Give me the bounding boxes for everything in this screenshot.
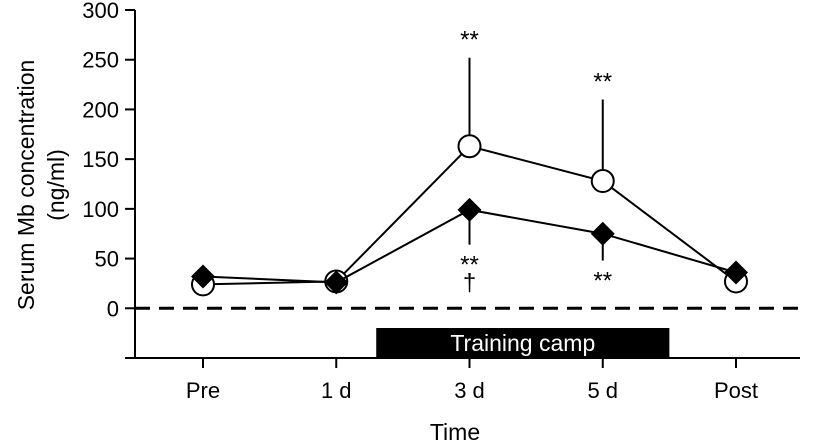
- training-camp-label: Training camp: [450, 330, 595, 356]
- data-point-diamond: [191, 264, 215, 289]
- y-tick-label: 50: [95, 247, 119, 272]
- y-axis-label-line: Serum Mb concentration: [13, 60, 39, 311]
- y-tick-label: 200: [82, 97, 119, 122]
- y-tick-label: 100: [82, 197, 119, 222]
- significance-label: **: [593, 68, 612, 95]
- series-1: **† **: [191, 197, 748, 297]
- significance-label: **: [460, 27, 479, 54]
- significance-label: **: [460, 252, 479, 279]
- y-axis-label-line: (ng/ml): [43, 149, 69, 221]
- data-point-circle: [590, 169, 615, 194]
- significance-label: **: [593, 268, 612, 295]
- data-point-circle: [457, 134, 482, 159]
- plot-area: Training camp******† **: [135, 27, 800, 358]
- x-tick-label: Pre: [186, 378, 220, 403]
- x-tick-label: Post: [714, 378, 758, 403]
- data-point-diamond: [724, 260, 748, 285]
- x-tick-label: 1 d: [321, 378, 352, 403]
- x-axis-label: Time: [430, 419, 480, 442]
- y-tick-label: 0: [107, 296, 119, 321]
- y-tick-label: 300: [82, 0, 119, 23]
- data-point-diamond: [590, 221, 615, 246]
- axes: 0 50 100 150 200 250 300 Pre 1 d 3 d 5 d Post: [82, 0, 800, 403]
- x-tick-label: 3 d: [454, 378, 485, 403]
- data-point-diamond: [324, 270, 349, 295]
- data-point-diamond: [457, 197, 482, 222]
- y-tick-label: 150: [82, 147, 119, 172]
- training-camp-bar: [376, 328, 670, 358]
- y-axis-label: Serum Mb concentration (ng/ml): [13, 60, 69, 311]
- significance-label: †: [463, 270, 476, 297]
- x-tick-label: 5 d: [587, 378, 618, 403]
- y-tick-label: 250: [82, 48, 119, 73]
